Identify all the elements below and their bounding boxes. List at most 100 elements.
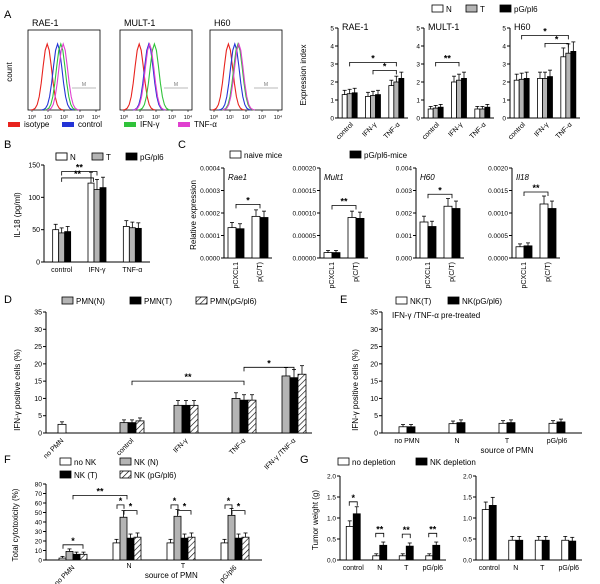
y-tick-label: 5 — [38, 413, 42, 420]
sig-bracket — [243, 366, 295, 372]
sig-bracket — [123, 510, 138, 515]
bar-N — [365, 96, 371, 119]
x-tick-label: 10² — [60, 115, 68, 121]
bar-PMN(pG/pl6) — [189, 404, 199, 434]
x-tick-label: p(C/T) — [545, 262, 552, 282]
subplot-title: Il18 — [516, 173, 529, 182]
y-tick-label: 4 — [416, 44, 420, 51]
bar-NK (pG/pl6) — [133, 536, 142, 561]
y-tick-label: 15 — [370, 379, 378, 386]
subtitle: IFN-γ /TNF-α pre-treated — [392, 311, 480, 320]
sig-label: * — [543, 26, 547, 36]
bar-NK(pG/pl6) — [456, 422, 466, 434]
x-tick-label: 10¹ — [136, 115, 144, 121]
x-tick-label: no PMN — [43, 437, 66, 460]
bar-pG/pl6 — [99, 187, 107, 263]
bar-pG/pl6-mice — [547, 208, 557, 259]
histogram-curve — [133, 42, 166, 111]
bar-pG/pl6 — [523, 78, 530, 119]
y-axis-label: Total cytotoxicity (%) — [11, 488, 20, 561]
sig-bracket — [61, 171, 98, 176]
panel-letter: F — [4, 454, 11, 466]
y-axis-label: IFN-γ positive cells (%) — [351, 349, 360, 431]
x-tick-label: 10⁰ — [28, 114, 37, 121]
histogram-curve — [46, 42, 80, 111]
bar-pG/pl6 — [134, 227, 142, 263]
bar-pG/pl6-mice — [355, 217, 365, 259]
y-axis-label: Expression index — [299, 45, 308, 106]
y-tick-label: 35 — [34, 310, 42, 317]
x-tick-label: pCXCL1 — [233, 262, 240, 289]
legend-swatch — [178, 122, 190, 127]
sig-label: * — [371, 53, 375, 63]
y-tick-label: 4 — [330, 44, 334, 51]
legend-label: PMN(N) — [76, 297, 105, 306]
legend-label: NK (pG/pl6) — [134, 471, 177, 480]
legend-swatch — [61, 296, 74, 305]
bar-no depletion — [481, 509, 490, 561]
x-tick-label: control — [51, 267, 72, 274]
legend-swatch — [59, 457, 72, 466]
y-tick-label: 0 — [330, 116, 334, 123]
legend-label: isotype — [24, 120, 50, 129]
legend-swatch — [499, 4, 512, 13]
sig-bracket — [116, 504, 125, 509]
y-tick-label: 25 — [370, 344, 378, 351]
y-tick-label: 0.0001 — [200, 233, 220, 240]
bar-PMN(pG/pl6) — [247, 399, 257, 434]
bar-NK (N) — [119, 516, 128, 561]
y-tick-label: 0.000 — [396, 256, 413, 263]
bar-no NK — [166, 542, 175, 561]
legend-label: NK depletion — [430, 458, 476, 467]
histogram-curve — [222, 42, 255, 111]
x-tick-label: pCXCL1 — [521, 262, 528, 289]
legend-swatch — [59, 470, 72, 479]
x-tick-label: T — [181, 563, 186, 570]
bar-T — [518, 78, 525, 119]
legend-swatch — [349, 150, 362, 159]
x-tick-label: IFN-γ — [533, 121, 550, 138]
x-axis-label: source of PMN — [481, 446, 534, 455]
x-tick-label: 10² — [242, 115, 250, 121]
bar-NK (T) — [234, 537, 243, 561]
sig-bracket — [349, 62, 397, 67]
bar-NK(T) — [448, 423, 458, 434]
legend-swatch — [119, 457, 132, 466]
legend-swatch — [129, 296, 142, 305]
x-tick-label: IFN-γ — [361, 121, 378, 138]
sig-bracket — [62, 544, 84, 549]
x-tick-label: pG/pl6 — [547, 438, 568, 445]
sig-bracket — [61, 177, 94, 182]
bar-pG/pl6-mice — [523, 245, 533, 259]
y-tick-label: 0.0015 — [488, 188, 508, 195]
y-tick-label: 0 — [502, 116, 506, 123]
legend-label: NK (N) — [134, 458, 159, 467]
sig-bracket — [427, 193, 453, 199]
bar-naive mice — [347, 217, 357, 259]
y-tick-label: 3 — [416, 62, 420, 69]
bar-NK(pG/pl6) — [556, 421, 566, 434]
sig-bracket — [224, 504, 233, 509]
sig-bracket — [72, 494, 128, 500]
legend-label: naive mice — [244, 151, 283, 160]
y-tick-label: 20 — [35, 539, 43, 546]
bar-N — [560, 56, 567, 119]
x-tick-label: IFN-γ — [172, 437, 189, 454]
bar-NK (T) — [180, 537, 189, 561]
sig-label: * — [71, 536, 75, 546]
bar-pG/pl6 — [64, 231, 72, 263]
bar-N — [52, 229, 60, 263]
y-tick-label: 10 — [34, 396, 42, 403]
bar-no depletion — [425, 555, 434, 561]
bar-no depletion — [345, 526, 354, 561]
x-tick-label: control — [421, 121, 441, 141]
subplot-title: H60 — [420, 173, 435, 182]
legend-label: NK (T) — [74, 471, 98, 480]
bar-PMN(T) — [127, 422, 137, 434]
y-tick-label: 0.0000 — [200, 256, 220, 263]
sig-label: ** — [444, 53, 452, 63]
y-axis-label: Tumor weight (g) — [311, 490, 320, 551]
x-tick-label: pCXCL1 — [425, 262, 432, 289]
bar-T — [393, 81, 400, 119]
